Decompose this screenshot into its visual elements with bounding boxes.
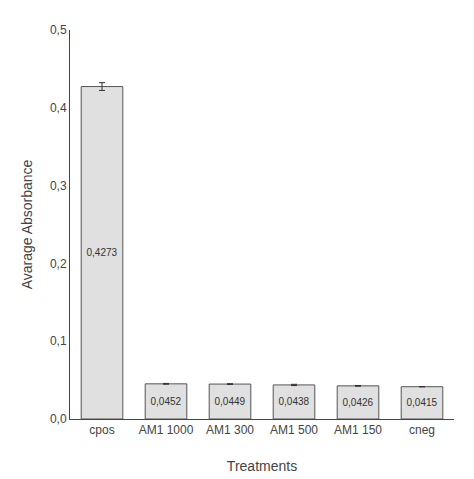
svg-text:0,0415: 0,0415 bbox=[406, 397, 437, 408]
svg-text:cpos: cpos bbox=[89, 423, 114, 437]
svg-text:0,1: 0,1 bbox=[50, 334, 67, 348]
svg-text:0,4: 0,4 bbox=[50, 101, 67, 115]
svg-text:0,0452: 0,0452 bbox=[150, 396, 181, 407]
svg-text:AM1 300: AM1 300 bbox=[206, 423, 254, 437]
svg-text:0,4273: 0,4273 bbox=[86, 247, 117, 258]
svg-text:0,0438: 0,0438 bbox=[278, 396, 309, 407]
svg-text:cneg: cneg bbox=[409, 423, 435, 437]
svg-text:0,0: 0,0 bbox=[50, 412, 67, 426]
svg-text:AM1 1000: AM1 1000 bbox=[139, 423, 194, 437]
svg-text:AM1 150: AM1 150 bbox=[334, 423, 382, 437]
svg-text:0,3: 0,3 bbox=[50, 179, 67, 193]
svg-text:0,2: 0,2 bbox=[50, 257, 67, 271]
svg-text:0,0426: 0,0426 bbox=[342, 397, 373, 408]
svg-text:0,0449: 0,0449 bbox=[214, 396, 245, 407]
svg-text:Treatments: Treatments bbox=[227, 458, 297, 474]
svg-text:AM1 500: AM1 500 bbox=[270, 423, 318, 437]
svg-text:Avarage Absorbance: Avarage Absorbance bbox=[19, 159, 35, 289]
svg-text:0,5: 0,5 bbox=[50, 23, 67, 37]
